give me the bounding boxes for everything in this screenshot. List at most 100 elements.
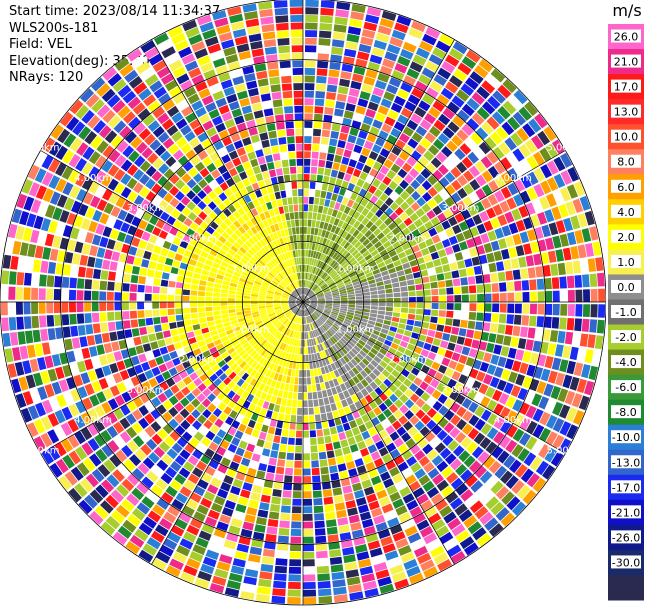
gate-cell: [174, 39, 189, 52]
gate-cell: [427, 329, 436, 338]
gate-cell: [315, 91, 326, 99]
gate-cell: [551, 277, 560, 289]
gate-cell: [185, 325, 193, 333]
gate-cell: [379, 165, 390, 175]
gate-cell: [406, 319, 415, 326]
gate-cell: [553, 173, 566, 188]
gate-cell: [336, 211, 343, 219]
gate-cell: [295, 128, 303, 136]
gate-cell: [167, 308, 175, 316]
gate-cell: [433, 74, 447, 86]
gate-cell: [160, 316, 169, 324]
gate-cell: [362, 288, 370, 293]
gate-cell: [153, 32, 169, 45]
gate-cell: [366, 211, 374, 220]
gate-cell: [101, 332, 110, 343]
gate-cell: [519, 190, 531, 204]
gate-cell: [279, 272, 286, 279]
gate-cell: [326, 92, 337, 100]
gate-cell: [103, 342, 113, 354]
gate-cell: [298, 257, 301, 265]
gate-cell: [291, 274, 295, 282]
gate-cell: [414, 250, 423, 259]
gate-cell: [294, 273, 298, 281]
gate-cell: [362, 238, 370, 247]
gate-cell: [319, 245, 325, 253]
gate-cell: [153, 86, 167, 99]
gate-cell: [525, 255, 535, 267]
gate-cell: [314, 288, 321, 294]
gate-cell: [475, 188, 486, 200]
gate-cell: [441, 238, 451, 248]
gate-cell: [303, 460, 311, 468]
gate-cell: [129, 292, 137, 301]
gate-cell: [126, 255, 135, 265]
gate-cell: [297, 265, 300, 272]
gate-cell: [419, 40, 434, 53]
gate-cell: [313, 285, 319, 292]
gate-cell: [326, 412, 334, 420]
gate-cell: [430, 316, 438, 324]
gate-cell: [380, 236, 389, 245]
gate-cell: [359, 247, 368, 255]
gate-cell: [307, 227, 311, 235]
gate-cell: [280, 213, 286, 222]
gate-cell: [279, 60, 291, 69]
gate-cell: [400, 286, 408, 292]
gate-cell: [265, 472, 275, 481]
gate-cell: [8, 271, 17, 285]
gate-cell: [532, 151, 546, 166]
gate-cell: [355, 195, 364, 204]
gate-cell: [471, 112, 485, 126]
gate-cell: [341, 180, 349, 189]
gate-cell: [572, 332, 581, 346]
gate-cell: [283, 205, 289, 213]
gate-cell: [137, 293, 145, 301]
gate-cell: [395, 232, 404, 241]
gate-cell: [241, 213, 250, 222]
gate-cell: [318, 398, 325, 406]
gate-cell: [461, 346, 471, 356]
gate-cell: [420, 138, 432, 149]
gate-cell: [199, 317, 207, 324]
gate-cell: [340, 300, 348, 302]
gate-cell: [416, 296, 424, 302]
gate-cell: [312, 266, 317, 274]
gate-cell: [255, 149, 264, 158]
gate-cell: [84, 302, 92, 312]
gate-cell: [491, 283, 499, 293]
gate-cell: [205, 145, 216, 156]
gate-cell: [303, 295, 306, 302]
gate-cell: [325, 297, 333, 300]
colorbar-tick-label: -4.0: [615, 356, 636, 369]
gate-cell: [108, 271, 116, 281]
gate-cell: [327, 534, 339, 543]
gate-cell: [358, 154, 368, 164]
gate-cell: [303, 280, 306, 287]
gate-cell: [221, 154, 231, 164]
gate-cell: [393, 121, 405, 132]
gate-cell: [304, 75, 315, 83]
gate-cell: [24, 272, 32, 286]
gate-cell: [483, 312, 492, 322]
gate-cell: [421, 276, 430, 283]
gate-cell: [61, 289, 69, 301]
gate-cell: [411, 265, 420, 273]
gate-cell: [488, 180, 500, 193]
gate-cell: [395, 246, 404, 254]
gate-cell: [262, 228, 269, 237]
gate-cell: [153, 317, 161, 325]
gate-cell: [425, 87, 439, 99]
gate-cell: [168, 86, 182, 98]
gate-cell: [237, 90, 249, 100]
gate-cell: [547, 250, 557, 263]
gate-cell: [352, 229, 360, 238]
gate-cell: [485, 74, 501, 89]
gate-cell: [425, 261, 434, 269]
colorbar-tick-label: 2.0: [617, 231, 635, 244]
gate-cell: [456, 336, 465, 345]
gate-cell: [409, 338, 418, 346]
gate-cell: [293, 384, 298, 392]
gate-cell: [322, 489, 333, 498]
gate-cell: [298, 377, 303, 385]
